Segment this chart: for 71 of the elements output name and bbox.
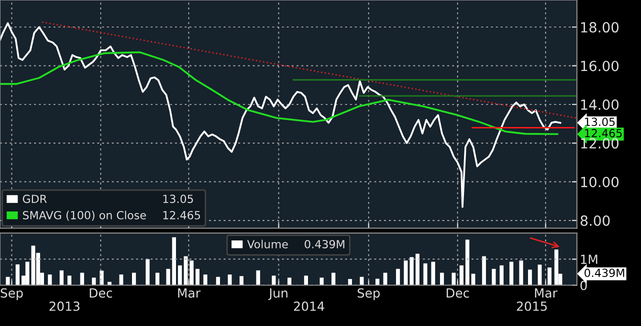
x-tick-label: Sep (358, 288, 380, 300)
x-tick-label: Dec (446, 288, 469, 298)
y-tick-label: 1M (581, 254, 598, 264)
x2-tick-label: 2013 (50, 301, 80, 311)
bar (452, 272, 456, 286)
annotation: 13.05 (585, 118, 615, 126)
y-tick-label: 10.00 (581, 176, 619, 188)
x-tick-label: Jun (268, 288, 288, 300)
annotation: 12.465 (163, 210, 200, 220)
bar (48, 274, 52, 286)
bar (410, 257, 414, 286)
bar (178, 265, 182, 286)
bar (155, 272, 160, 286)
bar (548, 268, 552, 286)
x2-tick-label: 2014 (294, 301, 324, 311)
annotation: 0.439M (304, 240, 344, 248)
bar (16, 264, 20, 286)
bar (216, 276, 220, 286)
legend-label: Volume (247, 240, 288, 248)
bar (240, 276, 244, 286)
bar (320, 278, 324, 286)
bar (509, 262, 514, 286)
y-tick-label: 12.00 (581, 138, 619, 149)
y-tick-label: 0 (580, 280, 587, 290)
bar (500, 265, 504, 286)
bar (423, 263, 428, 286)
annotation: 13.05 (163, 194, 193, 204)
bar (460, 265, 464, 286)
annotation: 12.465 (585, 128, 622, 138)
bar (465, 240, 470, 286)
x-tick-label: Sep (0, 288, 23, 300)
bar (304, 276, 308, 286)
x2-tick-label: 2015 (516, 301, 547, 311)
line-series (0, 22, 562, 208)
bar (196, 268, 200, 286)
legend-label: GDR (22, 194, 47, 204)
bar (375, 278, 380, 286)
bar (348, 278, 352, 286)
y-tick-label: 8.00 (580, 215, 610, 226)
bar (146, 259, 150, 286)
y-tick-label: 18.00 (581, 22, 619, 33)
x-tick-label: Dec (90, 288, 112, 298)
bar (528, 270, 532, 286)
bar (203, 274, 208, 286)
bar (190, 260, 194, 286)
x-tick-label: Mar (178, 288, 201, 298)
bar (554, 250, 558, 286)
bar (519, 260, 524, 286)
bar (60, 270, 64, 286)
bar (132, 272, 136, 286)
bar (67, 276, 72, 286)
bar (440, 272, 444, 286)
bar (80, 272, 84, 286)
bar (482, 256, 486, 286)
annotation: 0.439M (584, 268, 624, 278)
bar (92, 278, 96, 286)
bar (6, 276, 10, 286)
bar (256, 270, 260, 286)
x-tick-label: Mar (535, 288, 558, 298)
bar (331, 272, 336, 286)
bar (416, 254, 420, 286)
y-tick-label: 16.00 (581, 60, 619, 72)
line-series (0, 51, 558, 136)
bar (431, 262, 436, 286)
legend-label: SMAVG (100) on Close (22, 210, 146, 221)
y-tick-label: 14.00 (581, 99, 619, 110)
bar (25, 262, 30, 286)
bar (396, 268, 400, 286)
bar (166, 268, 170, 286)
bar (287, 278, 292, 286)
bar (172, 237, 176, 286)
